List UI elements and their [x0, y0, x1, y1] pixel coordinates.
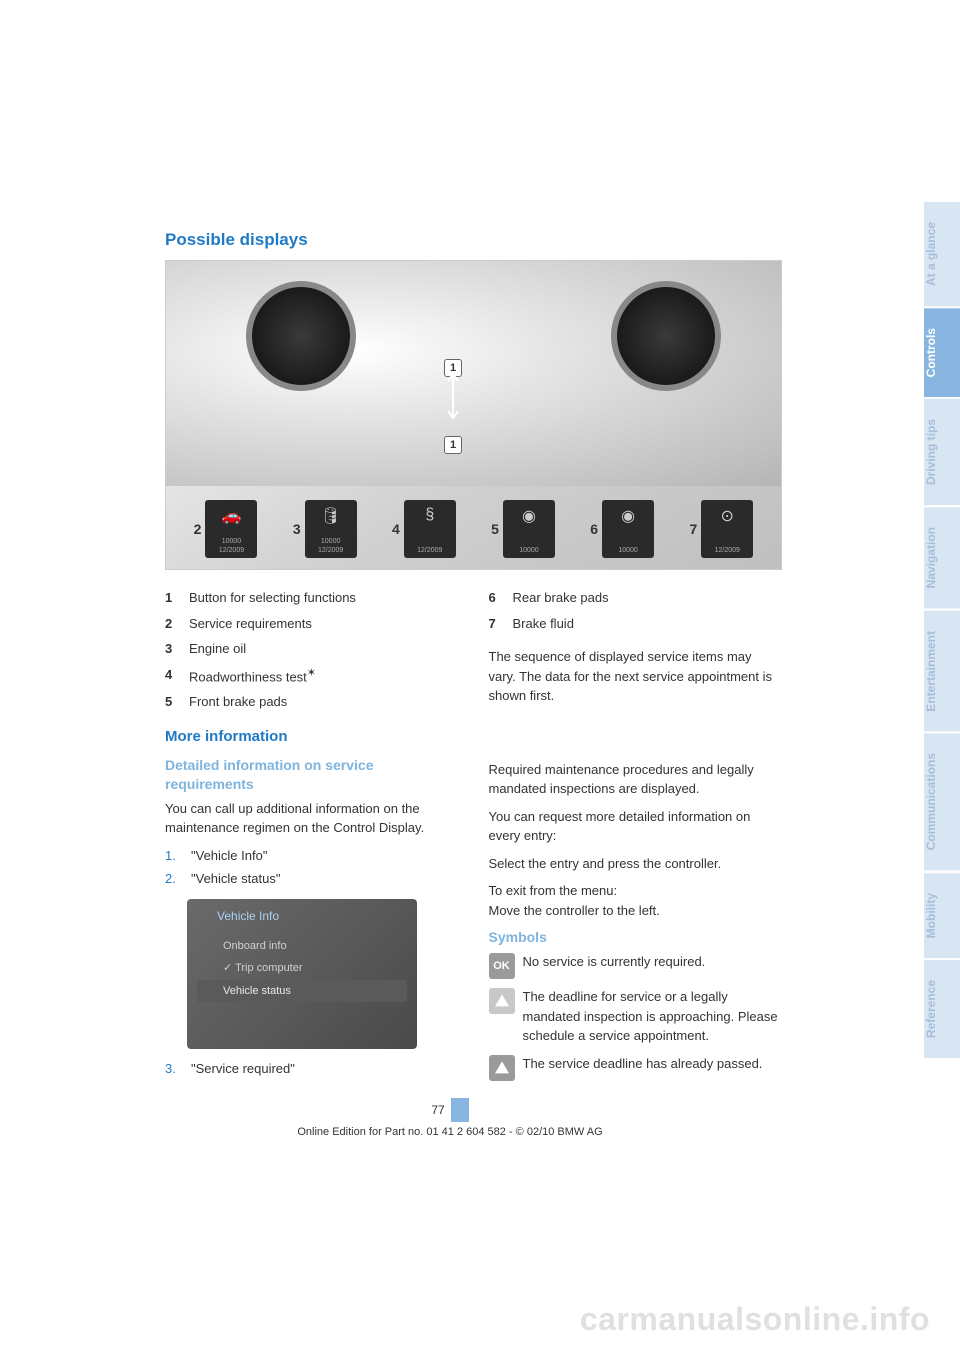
page-number-bar-icon — [451, 1098, 469, 1122]
menu-item-trip: ✓ Trip computer — [197, 957, 407, 980]
legend-left-col: 1Button for selecting functions 2Service… — [165, 588, 459, 1089]
symbol-row-passed: The service deadline has already passed. — [489, 1054, 783, 1081]
right-para-4: To exit from the menu: Move the controll… — [489, 881, 783, 920]
legend-item: 1Button for selecting functions — [165, 588, 459, 608]
tab-entertainment[interactable]: Entertainment — [924, 609, 960, 732]
footer-line: Online Edition for Part no. 01 41 2 604 … — [0, 1126, 900, 1138]
tab-communications[interactable]: Communications — [924, 731, 960, 870]
triangle-light-icon — [489, 988, 515, 1014]
strip-item-6: 6 ◉ 10000 — [590, 500, 654, 558]
tab-navigation[interactable]: Navigation — [924, 505, 960, 608]
legend-item: 6Rear brake pads — [489, 588, 783, 608]
detailed-paragraph: You can call up additional information o… — [165, 799, 459, 838]
page-content: Possible displays 1 1 2 🚗 1000012/2009 — [0, 0, 900, 1089]
strip-num: 7 — [689, 521, 697, 537]
tab-reference[interactable]: Reference — [924, 958, 960, 1058]
symbol-row-approaching: The deadline for service or a legally ma… — [489, 987, 783, 1046]
sequence-note: The sequence of displayed service items … — [489, 647, 783, 706]
right-para-3: Select the entry and press the controlle… — [489, 854, 783, 874]
ok-symbol-icon: OK — [489, 953, 515, 979]
front-brake-icon: ◉ 10000 — [503, 500, 555, 558]
legend-list-left: 1Button for selecting functions 2Service… — [165, 588, 459, 712]
strip-num: 2 — [194, 521, 202, 537]
page-number: 77 — [431, 1103, 450, 1117]
right-para-2: You can request more detailed informatio… — [489, 807, 783, 846]
watermark: carmanualsonline.info — [580, 1301, 930, 1338]
dashboard-background: 1 1 — [166, 261, 781, 486]
legend-item: 3Engine oil — [165, 639, 459, 659]
tab-mobility[interactable]: Mobility — [924, 871, 960, 958]
legend-right-col: 6Rear brake pads 7Brake fluid The sequen… — [489, 588, 783, 1089]
service-icon-strip: 2 🚗 1000012/2009 3 🛢 1000012/2009 4 — [166, 489, 781, 569]
side-tabs: At a glance Controls Driving tips Naviga… — [924, 200, 960, 1058]
tab-driving-tips[interactable]: Driving tips — [924, 397, 960, 505]
strip-num: 5 — [491, 521, 499, 537]
control-display-screenshot: Vehicle Info Onboard info ✓ Trip compute… — [187, 899, 417, 1049]
step-item: 2."Vehicle status" — [165, 869, 459, 889]
strip-item-3: 3 🛢 1000012/2009 — [293, 500, 357, 558]
strip-num: 3 — [293, 521, 301, 537]
heading-detailed-info: Detailed information on service requirem… — [165, 756, 459, 792]
page-footer: 77 Online Edition for Part no. 01 41 2 6… — [0, 1098, 900, 1138]
dashboard-figure: 1 1 2 🚗 1000012/2009 3 🛢 — [165, 260, 782, 570]
gauge-left-icon — [246, 281, 356, 391]
footnote-star-icon: ✶ — [307, 667, 316, 679]
steps-list: 1."Vehicle Info" 2."Vehicle status" — [165, 846, 459, 889]
strip-item-4: 4 § 12/2009 — [392, 500, 456, 558]
step-item: 3."Service required" — [165, 1059, 459, 1079]
heading-more-information: More information — [165, 726, 459, 749]
brake-fluid-icon: ⊙ 12/2009 — [701, 500, 753, 558]
symbol-text: The deadline for service or a legally ma… — [523, 987, 783, 1046]
right-para-1: Required maintenance procedures and lega… — [489, 760, 783, 799]
tab-at-a-glance[interactable]: At a glance — [924, 200, 960, 306]
strip-item-5: 5 ◉ 10000 — [491, 500, 555, 558]
symbol-text: The service deadline has already passed. — [523, 1054, 763, 1074]
gauge-right-icon — [611, 281, 721, 391]
symbol-text: No service is currently required. — [523, 952, 706, 972]
callout-1b: 1 — [444, 436, 462, 454]
symbol-row-ok: OK No service is currently required. — [489, 952, 783, 979]
legend-list-right: 6Rear brake pads 7Brake fluid — [489, 588, 783, 633]
strip-num: 6 — [590, 521, 598, 537]
strip-item-2: 2 🚗 1000012/2009 — [194, 500, 258, 558]
legend-columns: 1Button for selecting functions 2Service… — [165, 588, 782, 1089]
menu-item-onboard: Onboard info — [197, 935, 407, 958]
strip-item-7: 7 ⊙ 12/2009 — [689, 500, 753, 558]
page-number-box: 77 — [431, 1098, 468, 1122]
heading-symbols: Symbols — [489, 928, 783, 946]
service-requirements-icon: 🚗 1000012/2009 — [205, 500, 257, 558]
steps-list-continued: 3."Service required" — [165, 1059, 459, 1079]
legend-item: 7Brake fluid — [489, 614, 783, 634]
legend-item: 5Front brake pads — [165, 692, 459, 712]
menu-item-vehicle-status: Vehicle status — [197, 980, 407, 1003]
engine-oil-icon: 🛢 1000012/2009 — [305, 500, 357, 558]
tab-controls[interactable]: Controls — [924, 306, 960, 397]
strip-num: 4 — [392, 521, 400, 537]
screenshot-title: Vehicle Info — [197, 907, 407, 925]
legend-item: 4Roadworthiness test✶ — [165, 665, 459, 687]
step-item: 1."Vehicle Info" — [165, 846, 459, 866]
triangle-bold-icon — [489, 1055, 515, 1081]
rear-brake-icon: ◉ 10000 — [602, 500, 654, 558]
arrow-up-down-icon — [443, 356, 463, 436]
roadworthiness-icon: § 12/2009 — [404, 500, 456, 558]
heading-possible-displays: Possible displays — [165, 230, 830, 250]
legend-item: 2Service requirements — [165, 614, 459, 634]
